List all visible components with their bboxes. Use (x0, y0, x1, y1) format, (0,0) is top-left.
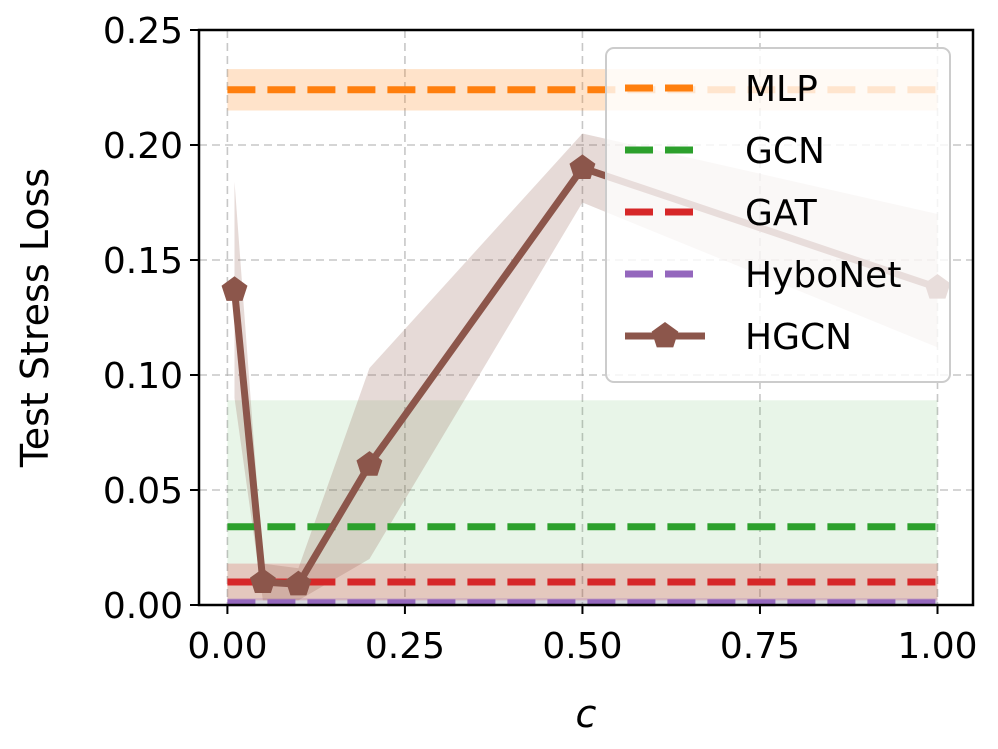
y-tick-label: 0.00 (103, 586, 183, 627)
y-tick-label: 0.20 (103, 126, 183, 167)
hgcn-point (356, 451, 383, 476)
hgcn-point (285, 570, 312, 596)
x-axis-ticks: 0.00 0.25 0.50 0.75 1.00 (187, 605, 978, 667)
x-axis-label: c (576, 692, 597, 736)
plot-frame (197, 28, 975, 607)
y-tick-label: 0.05 (103, 471, 183, 512)
x-tick-label: 0.75 (720, 626, 800, 667)
y-tick-label: 0.10 (103, 356, 183, 397)
legend-label-hybonet: HyboNet (745, 255, 901, 296)
legend-label-gat: GAT (745, 193, 818, 234)
x-tick-label: 1.00 (897, 626, 977, 667)
x-tick-label: 0.50 (542, 626, 622, 667)
y-tick-label: 0.25 (103, 11, 183, 52)
gat-band (227, 563, 938, 601)
legend-label-mlp: MLP (745, 69, 818, 110)
legend-marker-hgcn (651, 322, 679, 348)
legend-label-gcn: GCN (745, 131, 825, 172)
hgcn-point (249, 568, 276, 594)
y-tick-label: 0.15 (103, 241, 183, 282)
hgcn-point (221, 276, 248, 301)
hybonet-band (227, 598, 938, 605)
x-tick-label: 0.25 (365, 626, 445, 667)
y-axis-label: Test Stress Loss (13, 168, 57, 468)
legend-label-hgcn: HGCN (745, 317, 852, 358)
legend: MLP GCN GAT HyboNet HGCN (605, 47, 951, 383)
legend-box (605, 47, 951, 383)
x-tick-label: 0.00 (187, 626, 267, 667)
hgcn-point (569, 154, 596, 180)
y-axis-ticks: 0.00 0.05 0.10 0.15 0.20 0.25 (103, 11, 199, 627)
